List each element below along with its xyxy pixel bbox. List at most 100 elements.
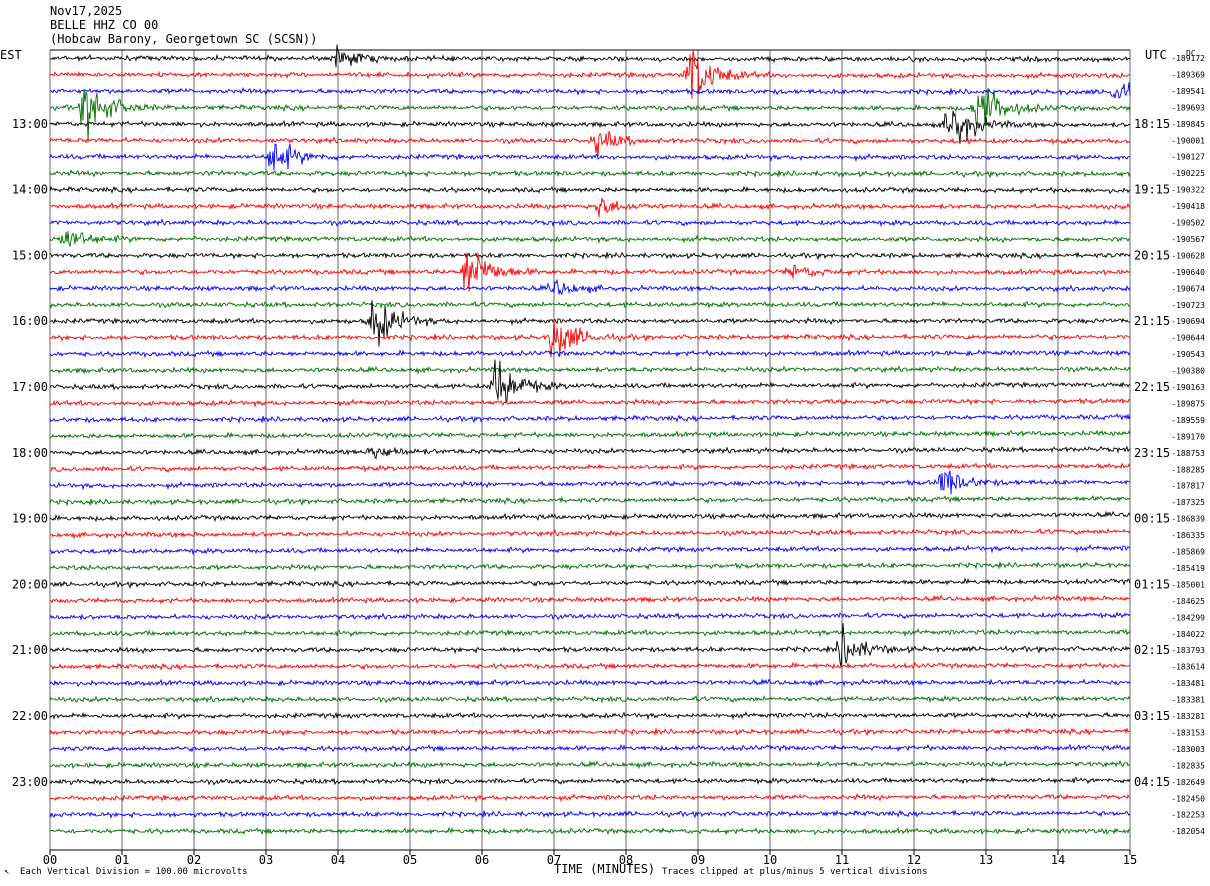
seismic-trace bbox=[49, 561, 1131, 572]
right-hour-label: 19:15 bbox=[1134, 183, 1170, 197]
x-tick-label: 13 bbox=[979, 853, 993, 867]
trace-count-label: -190127 bbox=[1171, 153, 1205, 162]
seismic-trace bbox=[49, 470, 1131, 495]
x-tick-label: 09 bbox=[691, 853, 705, 867]
clip-note: Traces clipped at plus/minus 5 vertical … bbox=[662, 867, 928, 877]
station-location: (Hobcaw Barony, Georgetown SC (SCSN)) bbox=[50, 32, 318, 46]
seismic-trace bbox=[49, 776, 1131, 786]
seismic-trace bbox=[49, 49, 1131, 99]
seismic-trace bbox=[49, 300, 1131, 347]
seismic-trace bbox=[49, 185, 1131, 195]
x-tick-label: 11 bbox=[835, 853, 849, 867]
x-tick-label: 00 bbox=[43, 853, 57, 867]
left-hour-label: 22:00 bbox=[12, 709, 48, 723]
trace-count-label: -190543 bbox=[1171, 350, 1205, 359]
left-hour-label: 15:00 bbox=[12, 248, 48, 262]
trace-count-label: -190418 bbox=[1171, 202, 1205, 211]
seismic-trace bbox=[49, 445, 1131, 460]
seismic-trace bbox=[49, 710, 1131, 721]
trace-count-label: -188753 bbox=[1171, 449, 1205, 458]
left-hour-label: 20:00 bbox=[12, 577, 48, 591]
left-hour-label: 23:00 bbox=[12, 775, 48, 789]
seismic-trace bbox=[49, 694, 1131, 704]
right-hour-label: 21:15 bbox=[1134, 314, 1170, 328]
x-tick-label: 07 bbox=[547, 853, 561, 867]
seismic-trace bbox=[49, 230, 1131, 248]
trace-count-label: -185001 bbox=[1171, 580, 1205, 589]
trace-count-label: -190644 bbox=[1171, 334, 1205, 343]
x-tick-label: 02 bbox=[187, 853, 201, 867]
trace-count-label: -190225 bbox=[1171, 169, 1205, 178]
seismic-trace bbox=[49, 413, 1131, 424]
x-tick-label: 01 bbox=[115, 853, 129, 867]
trace-count-label: -186335 bbox=[1171, 531, 1205, 540]
seismic-trace bbox=[49, 110, 1131, 144]
x-tick-label: 04 bbox=[331, 853, 345, 867]
trace-count-label: -182835 bbox=[1171, 761, 1205, 770]
trace-count-label: -189845 bbox=[1171, 120, 1205, 129]
trace-count-label: -187817 bbox=[1171, 482, 1205, 491]
trace-count-label: -183481 bbox=[1171, 679, 1205, 688]
seismic-trace bbox=[49, 131, 1131, 157]
seismic-trace bbox=[49, 44, 1131, 68]
seismic-trace bbox=[49, 397, 1130, 408]
seismic-trace bbox=[49, 429, 1131, 440]
right-hour-label: 18:15 bbox=[1134, 117, 1170, 131]
seismic-trace bbox=[49, 252, 1131, 292]
trace-count-label: -188285 bbox=[1171, 465, 1205, 474]
trace-count-label: -183003 bbox=[1171, 745, 1205, 754]
left-hour-label: 16:00 bbox=[12, 314, 48, 328]
x-tick-label: 08 bbox=[619, 853, 633, 867]
seismic-trace bbox=[49, 365, 1131, 375]
trace-count-label: -183153 bbox=[1171, 728, 1205, 737]
trace-count-label: -190628 bbox=[1171, 251, 1205, 260]
left-hour-label: 17:00 bbox=[12, 380, 48, 394]
seismic-trace bbox=[49, 594, 1130, 605]
seismic-trace bbox=[49, 527, 1131, 540]
trace-count-label: -190322 bbox=[1171, 186, 1205, 195]
seismic-trace bbox=[49, 743, 1131, 753]
seismic-trace bbox=[49, 82, 1131, 99]
station-name: BELLE HHZ CO 00 bbox=[50, 18, 159, 32]
trace-count-label: -190674 bbox=[1171, 284, 1205, 293]
x-tick-label: 12 bbox=[907, 853, 921, 867]
x-tick-label: 05 bbox=[403, 853, 417, 867]
trace-count-label: -183614 bbox=[1171, 663, 1205, 672]
trace-count-label: -190001 bbox=[1171, 136, 1205, 145]
seismic-trace bbox=[49, 510, 1131, 523]
trace-count-label: -190694 bbox=[1171, 317, 1205, 326]
seismic-trace bbox=[49, 169, 1131, 179]
right-hour-label: 04:15 bbox=[1134, 775, 1170, 789]
left-hour-label: 14:00 bbox=[12, 183, 48, 197]
seismic-trace bbox=[49, 759, 1131, 770]
seismic-trace bbox=[49, 661, 1131, 671]
dc-label: DC bbox=[1186, 49, 1196, 58]
trace-count-label: -183281 bbox=[1171, 712, 1205, 721]
right-hour-label: 02:15 bbox=[1134, 643, 1170, 657]
trace-count-label: -189369 bbox=[1171, 70, 1205, 79]
right-hour-label: 22:15 bbox=[1134, 380, 1170, 394]
left-hour-label: 21:00 bbox=[12, 643, 48, 657]
trace-count-label: -190640 bbox=[1171, 268, 1205, 277]
left-hour-label: 19:00 bbox=[12, 512, 48, 526]
seismic-trace bbox=[49, 809, 1131, 819]
seismic-trace bbox=[49, 826, 1131, 836]
right-hour-label: 01:15 bbox=[1134, 577, 1170, 591]
trace-count-label: -185419 bbox=[1171, 564, 1205, 573]
x-tick-label: 06 bbox=[475, 853, 489, 867]
trace-count-label: -189875 bbox=[1171, 399, 1205, 408]
trace-count-label: -184022 bbox=[1171, 630, 1205, 639]
seismic-trace bbox=[49, 577, 1131, 589]
trace-count-label: -182253 bbox=[1171, 811, 1205, 820]
corner-mark: ↖ bbox=[4, 867, 10, 877]
trace-count-label: -189541 bbox=[1171, 87, 1205, 96]
left-timezone-label: EST bbox=[0, 48, 22, 62]
trace-count-label: -184299 bbox=[1171, 613, 1205, 622]
right-hour-label: 03:15 bbox=[1134, 709, 1170, 723]
trace-count-label: -190502 bbox=[1171, 219, 1205, 228]
right-hour-label: 00:15 bbox=[1134, 512, 1170, 526]
seismic-trace bbox=[49, 495, 1131, 507]
x-axis-label: TIME (MINUTES) bbox=[554, 862, 656, 876]
seismic-trace bbox=[49, 543, 1131, 556]
